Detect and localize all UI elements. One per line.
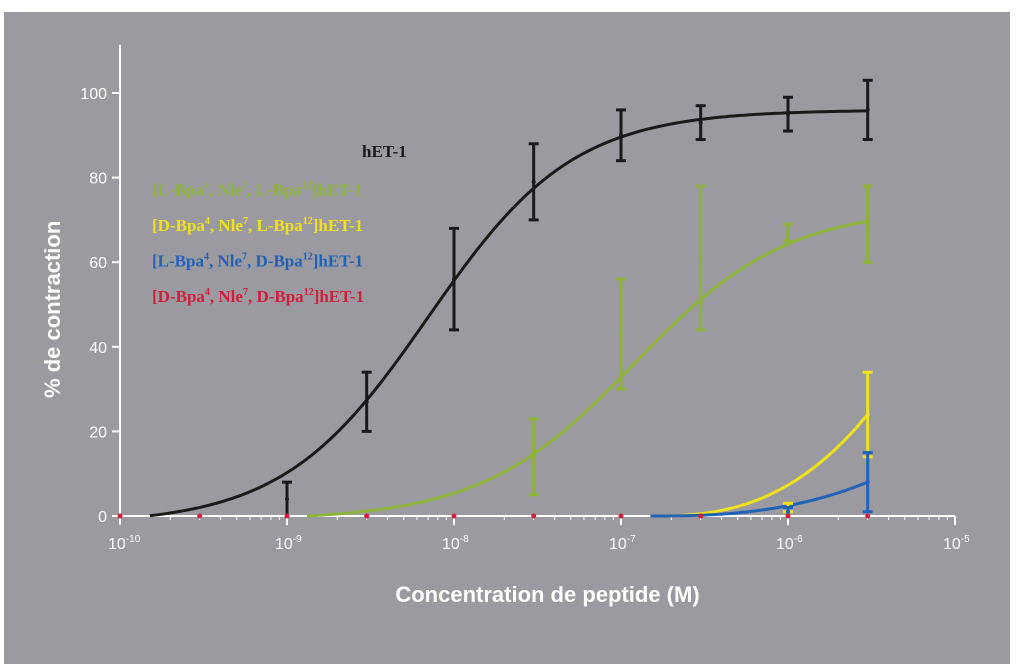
legend-entry-1: [L-Bpa4, Nle7, L-Bpa12]hET-1 (152, 181, 362, 200)
x-tick-label: 10-10 (108, 534, 141, 553)
data-point-1 (531, 454, 536, 459)
y-tick-label: 80 (89, 171, 107, 188)
data-point-4 (618, 513, 624, 519)
data-point-3 (786, 509, 790, 514)
data-point-4 (531, 513, 537, 519)
y-tick-label: 60 (89, 255, 107, 272)
legend-entry-2: [D-Bpa4, Nle7, L-Bpa12]hET-1 (152, 216, 363, 235)
data-point-4 (698, 513, 704, 519)
data-point-0 (698, 120, 703, 125)
series-curve-3 (650, 480, 869, 518)
y-axis-title: % de contraction (40, 221, 65, 398)
data-point-2 (865, 412, 870, 417)
y-tick-label: 100 (80, 86, 107, 103)
data-point-4 (197, 513, 203, 519)
series-curve-0 (149, 109, 868, 518)
x-tick-label: 10-8 (442, 534, 469, 553)
data-point-1 (786, 230, 790, 235)
series-curve-1 (306, 219, 868, 518)
data-point-0 (786, 112, 790, 117)
data-point-0 (364, 399, 369, 404)
chart-panel (4, 12, 1010, 664)
data-point-4 (117, 513, 123, 519)
axes-layer: 0 20 40 60 80 100 10-10 10-9 10-8 10-7 10-6 10-5 (80, 44, 970, 553)
legend-layer: hET-1 [L-Bpa4, Nle7, L-Bpa12]hET-1 [D-Bpa4… (152, 142, 407, 306)
data-point-0 (531, 179, 536, 184)
legend-entry-0: hET-1 (362, 142, 407, 161)
data-point-1 (865, 222, 870, 227)
x-tick-label: 10-6 (776, 534, 803, 553)
data-point-4 (364, 513, 370, 519)
series-curve-2 (650, 413, 869, 518)
data-point-1 (619, 332, 623, 337)
data-point-4 (451, 513, 457, 519)
data-point-4 (284, 513, 290, 519)
data-point-0 (452, 277, 456, 282)
x-tick-label: 10-5 (943, 534, 970, 553)
curves-layer (149, 109, 869, 518)
data-point-4 (865, 513, 871, 519)
data-point-0 (865, 107, 870, 112)
data-point-0 (285, 497, 289, 502)
y-tick-label: 0 (98, 509, 107, 526)
y-tick-label: 40 (89, 340, 107, 357)
data-point-1 (698, 255, 703, 260)
x-tick-label: 10-9 (275, 534, 302, 553)
points-layer (117, 78, 873, 519)
y-tick-label: 20 (89, 424, 107, 441)
data-point-3 (865, 480, 870, 485)
legend-entry-3: [L-Bpa4, Nle7, D-Bpa12]hET-1 (152, 252, 363, 271)
x-axis-title: Concentration de peptide (M) (395, 582, 699, 607)
x-tick-label: 10-7 (609, 534, 636, 553)
data-point-0 (619, 133, 623, 138)
legend-entry-4: [D-Bpa4, Nle7, D-Bpa12]hET-1 (152, 287, 364, 306)
data-point-4 (785, 513, 791, 519)
